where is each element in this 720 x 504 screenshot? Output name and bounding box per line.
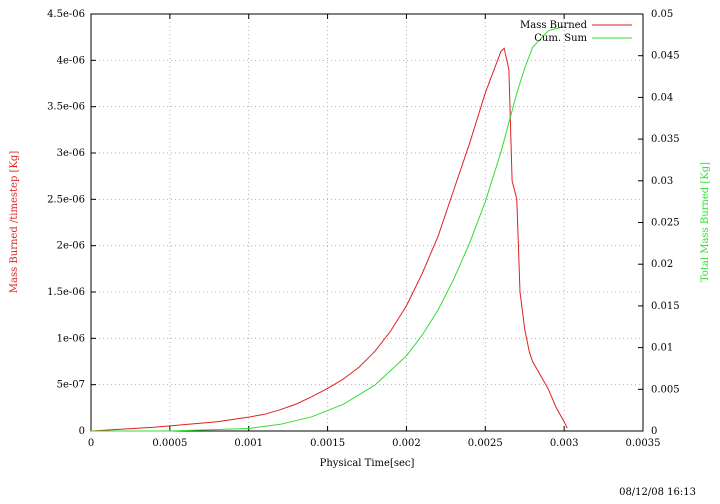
series-line-mass-burned (90, 47, 568, 432)
y-axis-left: 0 5e-07 1e-06 1.5e-06 2e-06 2.5e-06 3e-06 3.5e-… (47, 9, 96, 437)
y-left-tick-label: 4e-06 (57, 55, 85, 66)
y-left-tick-label: 2.5e-06 (47, 194, 85, 205)
x-tick-label: 0.0025 (468, 438, 503, 449)
y-left-tick-label: 3.5e-06 (47, 102, 85, 113)
x-axis-label: Physical Time[sec] (320, 458, 415, 469)
grid (91, 14, 643, 431)
plot-frame (90, 13, 644, 432)
y-axis-right: 0 0.005 0.01 0.015 0.02 0.025 0.03 0.035 0.04 0.0… (638, 9, 680, 437)
x-tick-label: 0.002 (392, 438, 421, 449)
x-tick-label: 0.0035 (626, 438, 661, 449)
x-tick-label: 0.0015 (310, 438, 345, 449)
legend-label-mass-burned: Mass Burned (520, 20, 588, 31)
y-axis-left-label: Mass Burned /timestep [Kg] (9, 151, 20, 294)
y-right-tick-label: 0.05 (651, 9, 673, 20)
x-tick-label: 0.001 (234, 438, 263, 449)
y-right-tick-label: 0.025 (651, 218, 680, 229)
y-left-tick-label: 4.5e-06 (47, 9, 85, 20)
y-left-tick-label: 5e-07 (57, 380, 85, 391)
x-tick-label: 0.003 (550, 438, 579, 449)
y-left-tick-label: 1.5e-06 (47, 287, 85, 298)
x-axis: 0 0.0005 0.001 0.0015 0.002 0.0025 0.003 0.0035 (88, 14, 661, 449)
y-right-tick-label: 0.04 (651, 92, 673, 103)
y-left-tick-label: 0 (79, 426, 85, 437)
series-lines (90, 26, 568, 432)
y-right-tick-label: 0.035 (651, 134, 680, 145)
y-axis-right-label: Total Mass Burned [Kg] (700, 162, 711, 282)
y-left-tick-label: 1e-06 (57, 333, 85, 344)
x-tick-label: 0 (88, 438, 94, 449)
y-right-tick-label: 0.03 (651, 176, 673, 187)
y-right-tick-label: 0.02 (651, 259, 673, 270)
y-right-tick-label: 0.045 (651, 51, 680, 62)
timestamp: 08/12/08 16:13 (619, 487, 696, 498)
legend: Mass Burned Cum. Sum (520, 20, 632, 44)
y-right-tick-label: 0.01 (651, 343, 673, 354)
x-tick-label: 0.0005 (152, 438, 187, 449)
y-right-tick-label: 0 (651, 426, 657, 437)
series-line-cum-sum (91, 26, 565, 432)
y-left-tick-label: 2e-06 (57, 241, 85, 252)
y-right-tick-label: 0.015 (651, 301, 680, 312)
y-right-tick-label: 0.005 (651, 384, 680, 395)
legend-label-cum-sum: Cum. Sum (534, 33, 587, 44)
y-left-tick-label: 3e-06 (57, 148, 85, 159)
